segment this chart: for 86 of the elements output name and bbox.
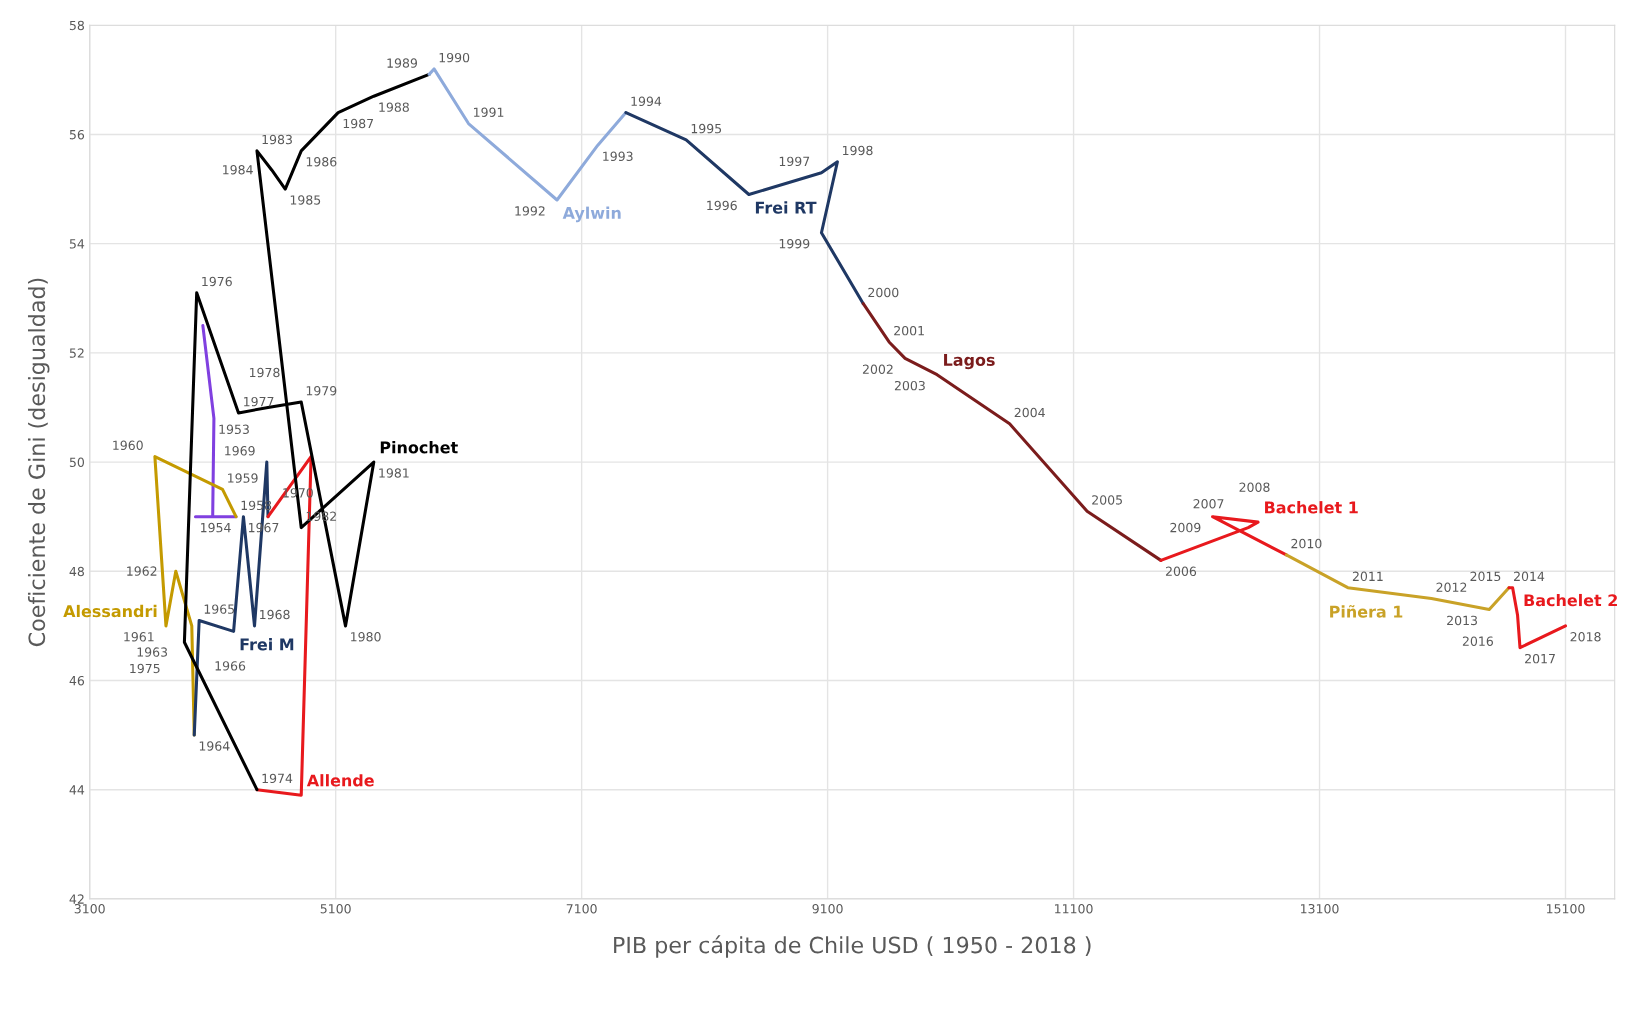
line-series [861, 302, 1163, 562]
annotation: 1969 [225, 446, 255, 456]
annotation: 1981 [379, 468, 409, 478]
x-tick-label: 11100 [1055, 903, 1093, 914]
annotation: 2013 [1447, 615, 1477, 626]
annotation: 2000 [868, 287, 899, 298]
series-label: Lagos [944, 354, 995, 370]
annotation: 1954 [201, 522, 231, 533]
y-tick-label: 48 [69, 566, 84, 577]
y-tick-label: 58 [69, 20, 84, 31]
annotation: 1965 [204, 604, 235, 614]
annotation: 2009 [1170, 522, 1201, 533]
annotation: 2008 [1239, 482, 1270, 492]
annotation: 2002 [862, 364, 893, 374]
annotation: 1995 [691, 123, 722, 134]
annotation: 1998 [842, 145, 873, 156]
y-tick-label: 42 [69, 894, 84, 904]
annotation: 1976 [202, 276, 232, 287]
annotation: 2011 [1352, 571, 1383, 582]
annotation: 1997 [779, 156, 810, 167]
annotation: 1964 [199, 741, 230, 751]
annotation: 1986 [306, 157, 337, 167]
annotation: 2015 [1470, 571, 1501, 582]
annotation: 1996 [707, 200, 737, 211]
y-tick-label: 44 [69, 785, 85, 795]
annotation: 1985 [290, 195, 321, 205]
y-tick-label: 50 [69, 457, 85, 467]
annotation: 1963 [137, 647, 168, 657]
annotation: 2014 [1514, 571, 1545, 582]
y-axis-title: Coeficiente de Gini (desigualdad) [27, 278, 50, 647]
annotation: 2006 [1165, 566, 1197, 576]
annotation: 1974 [262, 773, 293, 784]
annotation: 2004 [1014, 407, 1045, 418]
x-tick-label: 5100 [320, 903, 351, 914]
series-label: Frei RT [755, 201, 817, 214]
x-tick-label: 3100 [74, 903, 105, 914]
annotation: 2003 [894, 380, 925, 391]
series-label: Frei M [240, 638, 294, 651]
annotation: 2010 [1291, 538, 1322, 549]
annotation: 1994 [631, 96, 662, 107]
annotation: 1979 [306, 385, 337, 396]
y-tick-label: 54 [69, 239, 85, 249]
annotation: 1990 [439, 52, 470, 63]
annotation: 1960 [113, 440, 143, 451]
annotation: 1961 [124, 632, 154, 642]
annotation: 2016 [1462, 636, 1493, 646]
annotation: 1978 [249, 367, 280, 378]
x-tick-label: 7100 [566, 903, 597, 914]
series-label: Allende [306, 774, 374, 787]
annotation: 2001 [894, 325, 924, 336]
annotation: 1962 [127, 566, 157, 576]
annotation: 1992 [515, 206, 545, 216]
annotation: 1966 [215, 661, 246, 671]
annotation: 1959 [228, 473, 258, 483]
annotation: 2005 [1092, 495, 1122, 505]
annotation: 2012 [1436, 582, 1467, 592]
annotation: 1968 [260, 609, 290, 620]
y-tick-label: 56 [69, 129, 85, 140]
annotation: 1999 [779, 238, 810, 249]
series-label: Bachelet 1 [1265, 501, 1358, 514]
annotation: 1953 [219, 424, 249, 435]
series-label: Piñera 1 [1330, 605, 1403, 618]
series-label: Bachelet 2 [1524, 593, 1617, 607]
series-label: Pinochet [380, 441, 458, 454]
series-label: Aylwin [562, 206, 621, 223]
x-tick-label: 15100 [1546, 903, 1585, 914]
x-tick-label: 9100 [812, 903, 843, 914]
series-label: Alessandri [63, 604, 157, 618]
annotation: 2007 [1193, 499, 1224, 509]
annotation: 1993 [603, 151, 633, 162]
annotation: 1977 [244, 396, 274, 407]
x-tick-label: 13100 [1301, 903, 1339, 914]
x-axis-title: PIB per cápita de Chile USD ( 1950 - 2018 ) [614, 935, 1091, 958]
annotation: 1975 [130, 663, 160, 674]
y-tick-label: 52 [69, 348, 84, 358]
annotation: 2018 [1570, 632, 1601, 642]
annotation: 1989 [387, 58, 418, 68]
annotation: 1991 [474, 107, 504, 117]
y-tick-label: 46 [69, 675, 85, 686]
annotation: 1980 [351, 632, 381, 642]
line-series [1159, 515, 1288, 562]
annotation: 1988 [379, 102, 409, 112]
annotation: 1984 [223, 165, 253, 175]
annotation: 2017 [1525, 653, 1555, 664]
annotation: 1983 [262, 134, 292, 145]
annotation: 1987 [343, 118, 374, 129]
